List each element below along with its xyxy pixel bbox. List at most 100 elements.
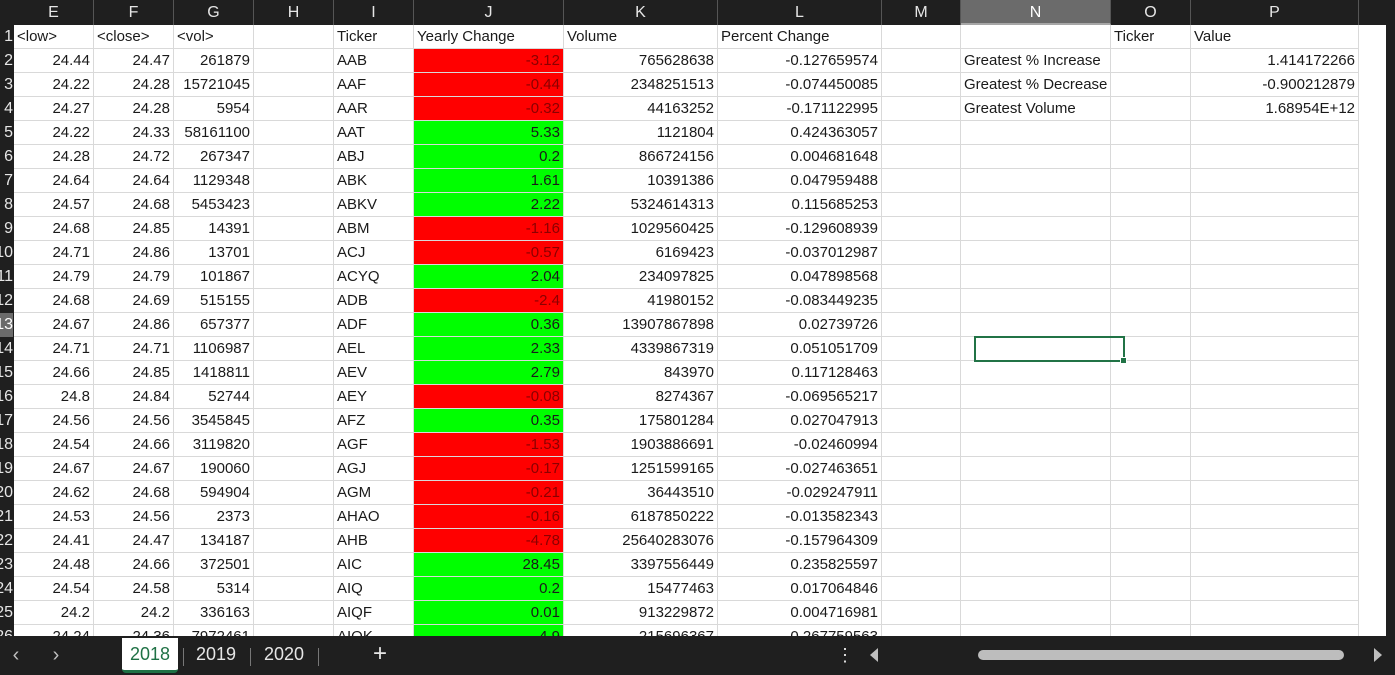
scroll-left-icon[interactable] — [868, 646, 880, 664]
close-cell[interactable]: 24.28 — [94, 73, 174, 97]
empty-cell[interactable] — [1111, 601, 1191, 625]
selected-cell[interactable] — [974, 336, 1127, 364]
close-cell[interactable]: 24.33 — [94, 121, 174, 145]
close-cell[interactable]: 24.28 — [94, 97, 174, 121]
ticker-cell[interactable]: AFZ — [334, 409, 414, 433]
yearly-change-cell[interactable]: 2.04 — [414, 265, 564, 289]
vol-cell[interactable]: 3119820 — [174, 433, 254, 457]
empty-cell[interactable] — [961, 553, 1111, 577]
close-cell[interactable]: 24.36 — [94, 625, 174, 636]
empty-cell[interactable] — [1191, 409, 1359, 433]
empty-cell[interactable] — [1111, 409, 1191, 433]
yearly-change-cell[interactable]: -4.78 — [414, 529, 564, 553]
close-cell[interactable]: 24.58 — [94, 577, 174, 601]
tab-2018[interactable]: 2018 — [122, 638, 178, 673]
vol-cell[interactable]: 3545845 — [174, 409, 254, 433]
empty-cell[interactable] — [961, 457, 1111, 481]
percent-change-cell[interactable]: -0.129608939 — [718, 217, 882, 241]
empty-cell[interactable] — [961, 361, 1111, 385]
column-header-h[interactable]: H — [254, 0, 334, 25]
empty-cell[interactable] — [1111, 577, 1191, 601]
empty-cell[interactable] — [1111, 337, 1191, 361]
ticker-cell[interactable]: AIC — [334, 553, 414, 577]
empty-cell[interactable] — [882, 313, 961, 337]
close-cell[interactable]: 24.47 — [94, 529, 174, 553]
ticker-cell[interactable]: AGM — [334, 481, 414, 505]
low-cell[interactable]: 24.27 — [14, 97, 94, 121]
ticker-cell[interactable]: ADF — [334, 313, 414, 337]
empty-cell[interactable] — [882, 121, 961, 145]
percent-change-cell[interactable]: 0.051051709 — [718, 337, 882, 361]
empty-cell[interactable] — [254, 553, 334, 577]
empty-cell[interactable] — [254, 577, 334, 601]
low-cell[interactable]: 24.79 — [14, 265, 94, 289]
empty-cell[interactable] — [254, 169, 334, 193]
header-ticker[interactable]: Ticker — [334, 25, 414, 49]
volume-cell[interactable]: 1903886691 — [564, 433, 718, 457]
empty-cell[interactable] — [1111, 241, 1191, 265]
percent-change-cell[interactable]: 0.267759563 — [718, 625, 882, 636]
ticker-cell[interactable]: AAB — [334, 49, 414, 73]
percent-change-cell[interactable]: -0.157964309 — [718, 529, 882, 553]
volume-cell[interactable]: 4339867319 — [564, 337, 718, 361]
empty-cell[interactable] — [882, 337, 961, 361]
yearly-change-cell[interactable]: -0.21 — [414, 481, 564, 505]
yearly-change-cell[interactable]: 0.36 — [414, 313, 564, 337]
column-header-o[interactable]: O — [1111, 0, 1191, 25]
row-header[interactable]: 21 — [0, 508, 13, 525]
percent-change-cell[interactable]: -0.074450085 — [718, 73, 882, 97]
vol-cell[interactable]: 52744 — [174, 385, 254, 409]
ticker-cell[interactable]: AGJ — [334, 457, 414, 481]
empty-cell[interactable] — [961, 241, 1111, 265]
empty-cell[interactable] — [961, 481, 1111, 505]
empty-cell[interactable] — [961, 433, 1111, 457]
empty-cell[interactable] — [882, 601, 961, 625]
empty-cell[interactable] — [882, 505, 961, 529]
close-cell[interactable]: 24.47 — [94, 49, 174, 73]
close-cell[interactable]: 24.85 — [94, 361, 174, 385]
empty-cell[interactable] — [961, 625, 1111, 636]
yearly-change-cell[interactable]: 5.33 — [414, 121, 564, 145]
empty-cell[interactable] — [882, 145, 961, 169]
vol-cell[interactable]: 7972461 — [174, 625, 254, 636]
column-header-f[interactable]: F — [94, 0, 174, 25]
low-cell[interactable]: 24.68 — [14, 289, 94, 313]
row-header[interactable]: 6 — [4, 148, 13, 165]
empty-cell[interactable] — [254, 73, 334, 97]
empty-cell[interactable] — [254, 481, 334, 505]
empty-cell[interactable] — [1111, 505, 1191, 529]
row-header[interactable]: 23 — [0, 556, 13, 573]
yearly-change-cell[interactable]: 0.35 — [414, 409, 564, 433]
row-header[interactable]: 17 — [0, 412, 13, 429]
summary-value[interactable]: -0.900212879 — [1191, 73, 1359, 97]
row-header[interactable]: 1 — [4, 28, 13, 45]
empty-cell[interactable] — [254, 385, 334, 409]
empty-cell[interactable] — [1191, 577, 1359, 601]
close-cell[interactable]: 24.69 — [94, 289, 174, 313]
volume-cell[interactable]: 15477463 — [564, 577, 718, 601]
percent-change-cell[interactable]: -0.127659574 — [718, 49, 882, 73]
yearly-change-cell[interactable]: -0.16 — [414, 505, 564, 529]
close-cell[interactable]: 24.71 — [94, 337, 174, 361]
column-header-p[interactable]: P — [1191, 0, 1359, 25]
vol-cell[interactable]: 13701 — [174, 241, 254, 265]
percent-change-cell[interactable]: 0.047959488 — [718, 169, 882, 193]
column-header-k[interactable]: K — [564, 0, 718, 25]
ticker-cell[interactable]: AAR — [334, 97, 414, 121]
empty-cell[interactable] — [254, 25, 334, 49]
empty-cell[interactable] — [961, 601, 1111, 625]
vol-cell[interactable]: 58161100 — [174, 121, 254, 145]
close-cell[interactable]: 24.2 — [94, 601, 174, 625]
empty-cell[interactable] — [961, 217, 1111, 241]
empty-cell[interactable] — [1191, 601, 1359, 625]
vol-cell[interactable]: 267347 — [174, 145, 254, 169]
volume-cell[interactable]: 913229872 — [564, 601, 718, 625]
volume-cell[interactable]: 10391386 — [564, 169, 718, 193]
yearly-change-cell[interactable]: -1.53 — [414, 433, 564, 457]
percent-change-cell[interactable]: -0.02460994 — [718, 433, 882, 457]
summary-ticker[interactable] — [1111, 73, 1191, 97]
vol-cell[interactable]: 261879 — [174, 49, 254, 73]
empty-cell[interactable] — [1191, 241, 1359, 265]
low-cell[interactable]: 24.22 — [14, 73, 94, 97]
